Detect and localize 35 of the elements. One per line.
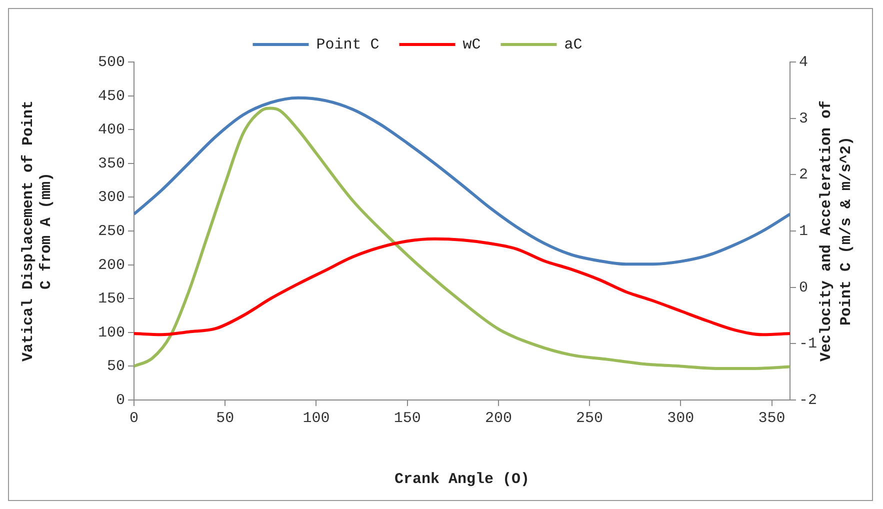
- y-tick-label: 300: [98, 189, 126, 206]
- legend-label: aC: [564, 36, 582, 54]
- y-tick-label: 100: [98, 324, 126, 342]
- y-tick-label: 250: [98, 222, 126, 240]
- legend-label: wC: [462, 36, 481, 54]
- y-tick-label: 50: [106, 358, 126, 376]
- y2-tick-label: 1: [798, 222, 808, 240]
- x-tick-label: 100: [302, 410, 330, 427]
- x-tick-label: 300: [667, 410, 694, 427]
- y-tick-label: 450: [98, 88, 126, 105]
- y-tick-label: 350: [98, 155, 126, 172]
- x-tick-label: 200: [484, 410, 512, 427]
- line-series: [134, 237, 790, 336]
- y-tick-label: 200: [98, 256, 126, 274]
- y-tick-label: 0: [116, 392, 126, 409]
- y2-tick-label: 0: [798, 279, 808, 296]
- x-axis-title: Crank Angle (O): [394, 470, 530, 488]
- line-series: [134, 106, 790, 370]
- y2-tick-label: 4: [798, 54, 808, 71]
- y2-tick-label: 3: [798, 110, 808, 128]
- legend-label: Point C: [316, 36, 380, 54]
- line-series: [134, 96, 790, 266]
- x-tick-label: 50: [216, 410, 234, 427]
- y2-tick-label: 2: [798, 166, 808, 184]
- y-axis-title: Vatical Displacement of Point C from A (mm): [20, 100, 55, 362]
- y2-axis-title: Veclocity and Acceleration of Point C (m/s & m/s^2): [818, 100, 855, 362]
- y-tick-label: 500: [98, 54, 126, 71]
- x-tick-label: 0: [129, 410, 139, 427]
- x-tick-label: 150: [394, 410, 421, 427]
- y2-tick-label: -1: [798, 336, 818, 353]
- x-tick-label: 350: [758, 410, 786, 427]
- y-tick-label: 150: [98, 290, 126, 308]
- x-tick-label: 250: [576, 410, 604, 427]
- y2-tick-label: -2: [798, 392, 818, 409]
- y-tick-label: 400: [98, 122, 126, 139]
